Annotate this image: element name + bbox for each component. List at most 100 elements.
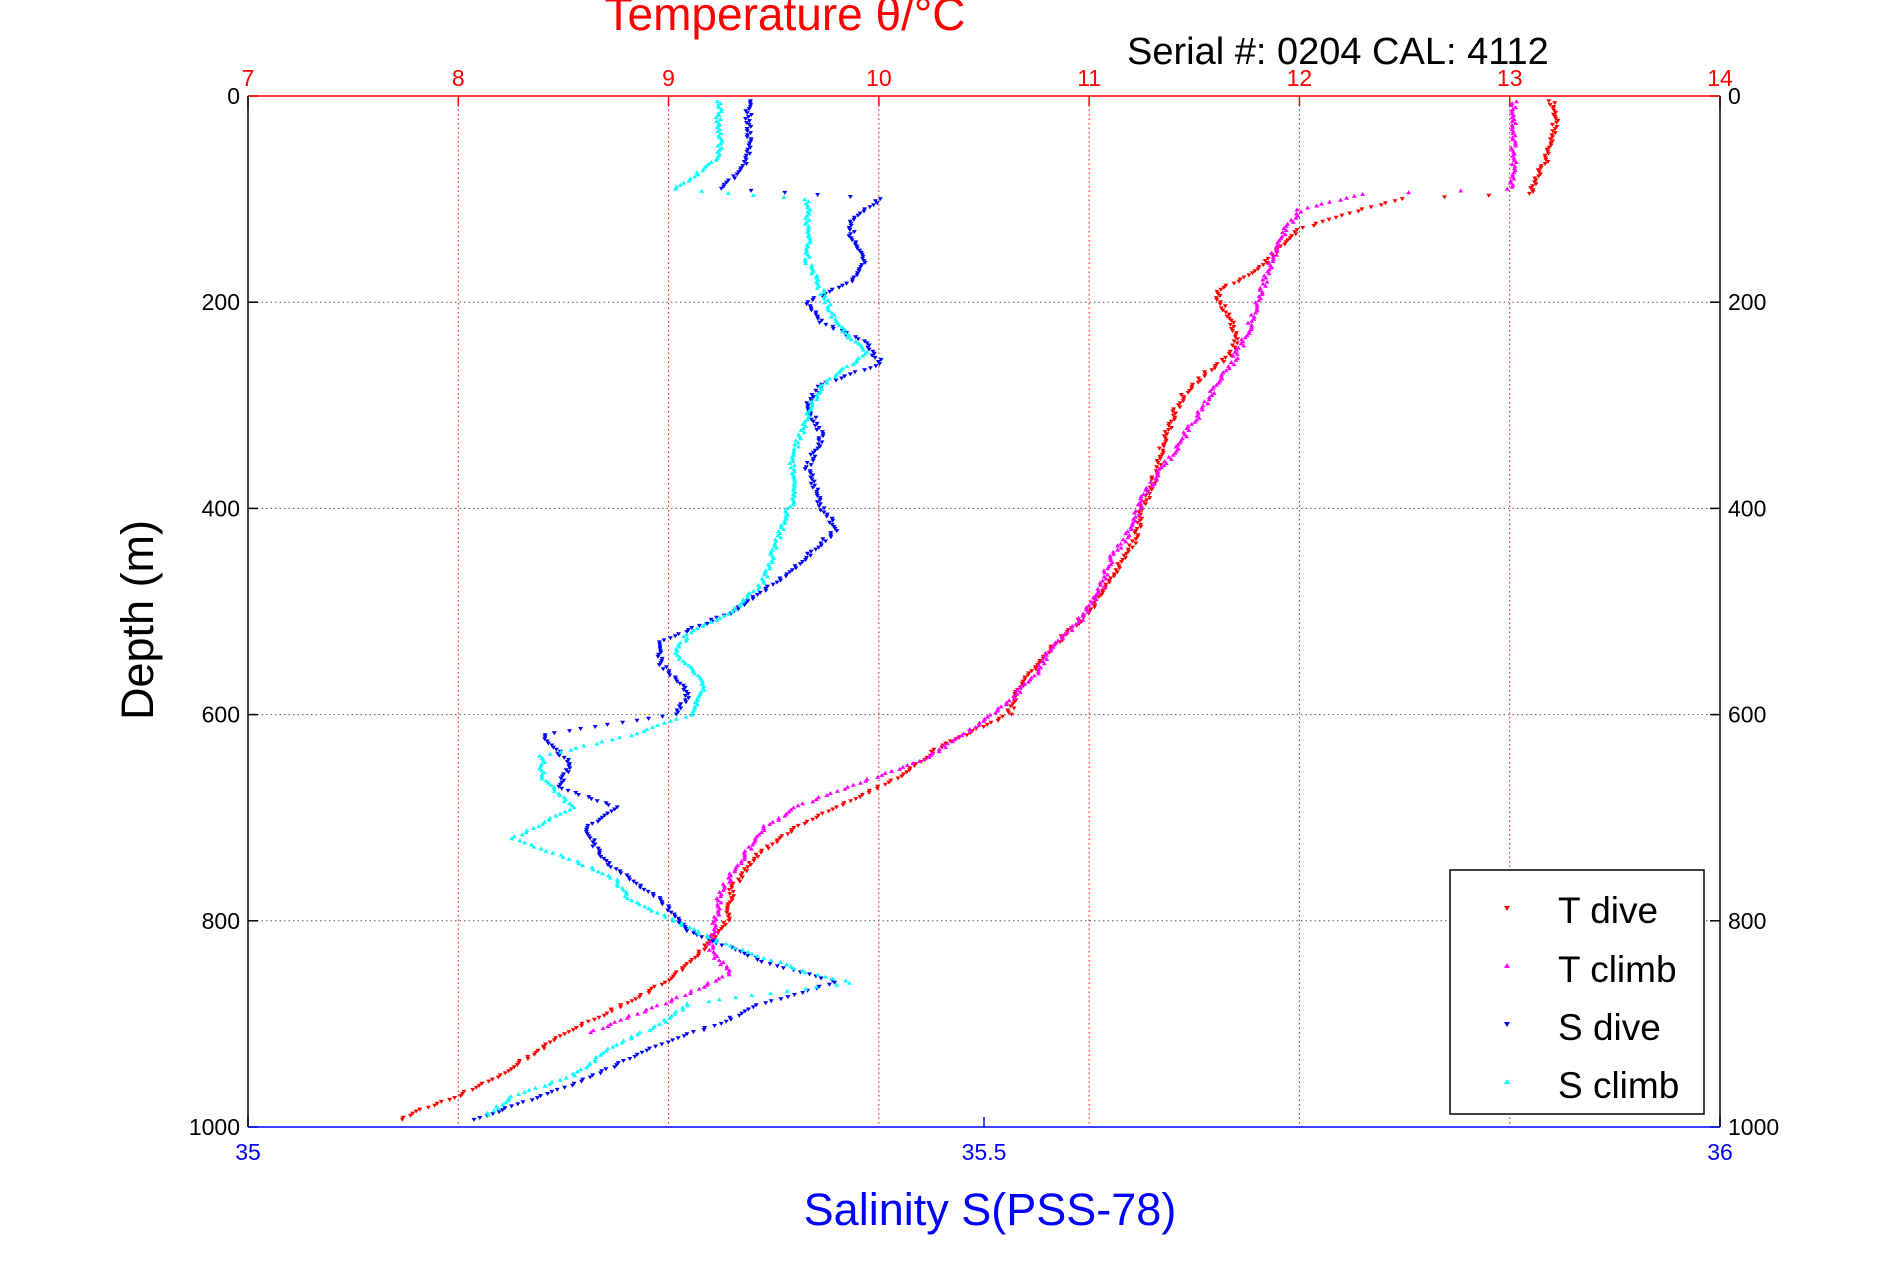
data-point [538, 1094, 543, 1099]
data-point [750, 842, 755, 847]
data-point [1552, 114, 1558, 119]
data-point [936, 749, 942, 754]
data-point [810, 473, 816, 478]
data-point [553, 1036, 559, 1041]
top-tick-label: 9 [662, 65, 675, 91]
data-point [657, 642, 663, 647]
data-point [1214, 289, 1220, 294]
data-point [1168, 419, 1174, 424]
data-point [810, 298, 816, 303]
data-point [1274, 248, 1280, 253]
data-point [804, 461, 810, 465]
data-point [1223, 283, 1229, 288]
data-point [684, 632, 690, 637]
data-point [542, 760, 547, 764]
data-point [819, 811, 825, 816]
legend-label-s-climb: S climb [1558, 1065, 1679, 1106]
data-point [849, 279, 855, 284]
data-point [1011, 700, 1017, 705]
data-point [1149, 477, 1155, 482]
data-point [684, 1032, 690, 1037]
data-point [1552, 101, 1558, 106]
data-point [834, 982, 840, 987]
data-point [675, 710, 681, 715]
data-point [809, 393, 815, 397]
data-point [588, 1030, 594, 1035]
data-point [1010, 702, 1016, 707]
serial-label: Serial #: 0204 CAL: 4112 [1127, 31, 1549, 73]
data-point [724, 906, 730, 911]
data-point [669, 997, 675, 1002]
data-point [1009, 712, 1014, 717]
data-point [747, 119, 752, 123]
data-point [718, 1021, 724, 1026]
data-point [1154, 477, 1160, 482]
data-point [777, 531, 783, 536]
data-point [757, 590, 763, 595]
data-point [1248, 327, 1254, 331]
data-point [1294, 228, 1300, 232]
data-point [575, 1069, 581, 1074]
data-point [852, 370, 858, 375]
data-point [660, 667, 666, 672]
data-point [810, 419, 816, 424]
data-point [798, 428, 804, 432]
left-tick-label: 200 [202, 289, 240, 315]
data-point [814, 285, 820, 290]
data-point [847, 372, 853, 377]
legend-marker-t-dive [1504, 906, 1510, 911]
data-point [1096, 595, 1102, 600]
data-point [1298, 209, 1304, 214]
data-point [676, 916, 682, 921]
data-point [813, 547, 819, 552]
data-point [605, 863, 611, 868]
data-point [718, 962, 724, 967]
data-point [1105, 572, 1111, 577]
data-point [545, 741, 551, 746]
data-point [1196, 415, 1202, 420]
data-point [595, 869, 601, 874]
data-point [1513, 105, 1518, 110]
data-point [789, 830, 794, 835]
data-point [791, 475, 797, 480]
data-point [1263, 283, 1269, 288]
data-point [654, 910, 660, 915]
data-point [833, 378, 839, 383]
data-point [669, 976, 675, 981]
data-point [723, 922, 728, 927]
data-point [745, 1007, 751, 1012]
data-point [850, 277, 855, 282]
data-point [551, 731, 557, 736]
data-point [768, 991, 774, 995]
data-point [788, 465, 794, 470]
data-point [1237, 277, 1243, 282]
data-point [695, 953, 701, 958]
data-point [547, 1081, 553, 1086]
data-point [828, 302, 833, 307]
data-point [667, 636, 673, 641]
data-point [580, 863, 586, 868]
data-point [1170, 452, 1176, 457]
data-point [804, 819, 810, 824]
data-point [853, 360, 859, 364]
right-tick-label: 0 [1728, 83, 1741, 109]
data-point [713, 935, 719, 940]
data-point [682, 685, 688, 690]
data-point [1155, 469, 1161, 474]
data-point [1219, 357, 1225, 362]
data-point [562, 1085, 568, 1090]
data-point [843, 331, 849, 336]
data-point [497, 1073, 503, 1078]
data-point [968, 729, 974, 734]
data-point [755, 586, 761, 591]
data-point [1149, 487, 1155, 492]
data-point [928, 749, 934, 754]
data-point [1093, 597, 1099, 602]
data-point [718, 927, 724, 931]
data-point [855, 213, 861, 218]
data-point [1246, 331, 1252, 336]
data-point [1011, 706, 1017, 711]
data-point [550, 850, 556, 855]
data-point [801, 430, 807, 435]
data-point [1259, 292, 1265, 296]
